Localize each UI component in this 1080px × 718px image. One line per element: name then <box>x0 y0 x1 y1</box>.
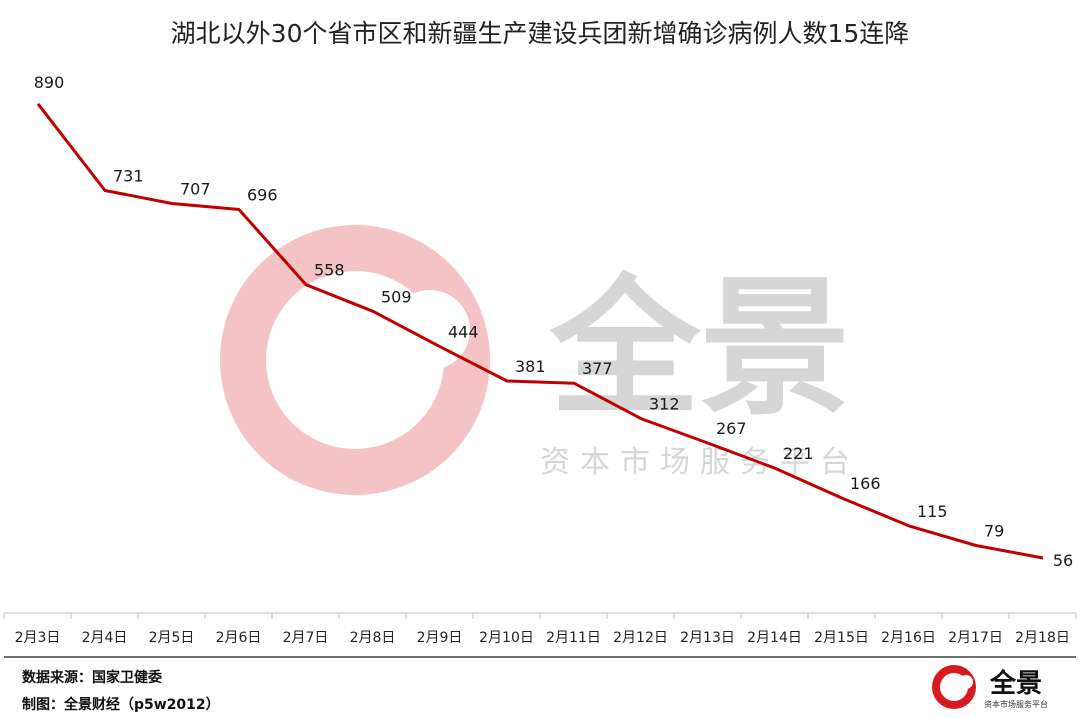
data-label: 696 <box>247 186 278 205</box>
x-axis: 2月3日 2月4日 2月5日 2月6日 2月7日 2月8日 2月9日 2月10日 2月11日 2月… <box>3 612 1077 646</box>
data-label: 509 <box>381 287 412 306</box>
data-labels: 890 731 707 696 558 509 444 381 377 312 267 221 166 1… <box>34 73 1073 570</box>
x-ticks <box>3 613 1077 619</box>
watermark-brand: 全景 <box>549 262 850 436</box>
data-label: 221 <box>783 444 814 463</box>
x-tick-label: 2月6日 <box>216 630 262 646</box>
brand-logo: 全景 资本市场服务平台 <box>932 665 1048 709</box>
x-tick-label: 2月3日 <box>15 630 61 646</box>
x-tick-label: 2月8日 <box>350 630 396 646</box>
x-tick-label: 2月10日 <box>479 630 534 646</box>
watermark-slogan: 资本市场服务平台 <box>540 445 860 480</box>
x-tick-label: 2月9日 <box>417 630 463 646</box>
x-tick-label: 2月11日 <box>546 630 601 646</box>
x-tick-label: 2月13日 <box>680 630 735 646</box>
data-label: 166 <box>850 474 881 493</box>
data-source-note: 数据来源：国家卫健委 <box>22 670 162 686</box>
brand-logo-text: 全景 <box>989 668 1042 699</box>
data-label: 115 <box>917 502 948 521</box>
data-label: 444 <box>448 323 479 342</box>
brand-logo-icon <box>932 665 976 709</box>
data-label: 312 <box>649 395 680 414</box>
x-tick-label: 2月7日 <box>283 630 329 646</box>
x-tick-label: 2月16日 <box>881 630 936 646</box>
watermark: 全景 资本市场服务平台 <box>220 225 860 495</box>
x-tick-label: 2月17日 <box>948 630 1003 646</box>
data-label: 707 <box>180 180 211 199</box>
x-tick-labels: 2月3日 2月4日 2月5日 2月6日 2月7日 2月8日 2月9日 2月10日 2月11日 2月… <box>15 630 1070 646</box>
watermark-logo-icon <box>220 225 490 495</box>
data-label: 267 <box>716 419 747 438</box>
data-label: 890 <box>34 73 65 92</box>
x-tick-label: 2月15日 <box>814 630 869 646</box>
data-label: 79 <box>984 522 1004 541</box>
brand-logo-slogan: 资本市场服务平台 <box>984 699 1048 709</box>
x-tick-label: 2月12日 <box>613 630 668 646</box>
series-line <box>36 102 1044 560</box>
data-label: 377 <box>582 359 613 378</box>
data-label: 56 <box>1053 551 1073 570</box>
data-label: 731 <box>113 167 144 186</box>
data-label: 381 <box>515 357 546 376</box>
x-tick-label: 2月18日 <box>1015 630 1070 646</box>
x-tick-label: 2月14日 <box>747 630 802 646</box>
chart-credit-note: 制图：全景财经（p5w2012） <box>22 697 220 713</box>
chart-title: 湖北以外30个省市区和新疆生产建设兵团新增确诊病例人数15连降 <box>171 19 910 48</box>
data-label: 558 <box>314 261 345 280</box>
x-tick-label: 2月5日 <box>149 630 195 646</box>
x-tick-label: 2月4日 <box>82 630 128 646</box>
